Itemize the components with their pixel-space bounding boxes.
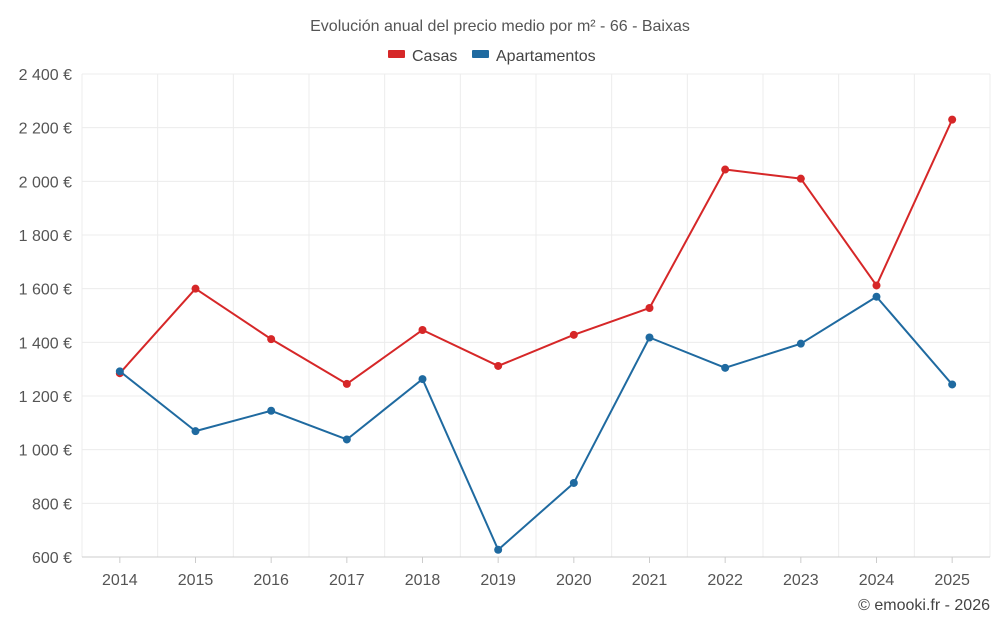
x-tick-label: 2025 bbox=[934, 572, 970, 589]
y-tick-label: 1 600 € bbox=[19, 282, 72, 299]
series-line-casas bbox=[119, 119, 954, 385]
data-point-apartamentos[interactable] bbox=[494, 545, 503, 554]
legend-label-apartamentos[interactable]: Apartamentos bbox=[496, 48, 596, 65]
legend-swatch-casas bbox=[388, 50, 405, 58]
data-point-casas[interactable] bbox=[569, 330, 578, 339]
x-tick-label: 2021 bbox=[632, 572, 668, 589]
data-point-apartamentos[interactable] bbox=[721, 363, 730, 372]
x-tick-label: 2024 bbox=[859, 572, 895, 589]
y-axis-ticks: 600 € 800 € 1 000 € 1 200 € 1 400 € 1 600 € 1 … bbox=[19, 67, 72, 567]
x-tick-label: 2023 bbox=[783, 572, 819, 589]
x-tick-label: 2014 bbox=[102, 572, 138, 589]
data-point-casas[interactable] bbox=[645, 303, 654, 312]
y-tick-label: 600 € bbox=[32, 550, 72, 567]
series-line-apartamentos bbox=[119, 295, 953, 551]
y-tick-label: 1 000 € bbox=[19, 443, 72, 460]
y-tick-label: 1 400 € bbox=[19, 335, 72, 352]
data-point-casas[interactable] bbox=[948, 115, 957, 124]
data-point-apartamentos[interactable] bbox=[796, 339, 805, 348]
data-point-apartamentos[interactable] bbox=[342, 435, 351, 444]
series-lines bbox=[115, 115, 957, 554]
legend-label-casas[interactable]: Casas bbox=[412, 48, 457, 65]
chart-title: Evolución anual del precio medio por m² … bbox=[310, 18, 690, 35]
data-point-apartamentos[interactable] bbox=[948, 380, 957, 389]
y-tick-label: 2 400 € bbox=[19, 67, 72, 84]
y-tick-label: 1 800 € bbox=[19, 228, 72, 245]
y-tick-label: 2 000 € bbox=[19, 174, 72, 191]
x-tick-label: 2022 bbox=[707, 572, 743, 589]
data-point-apartamentos[interactable] bbox=[115, 367, 124, 376]
data-point-apartamentos[interactable] bbox=[267, 406, 276, 415]
data-point-casas[interactable] bbox=[796, 174, 805, 183]
data-point-casas[interactable] bbox=[721, 165, 730, 174]
x-tick-label: 2019 bbox=[480, 572, 516, 589]
x-tick-label: 2018 bbox=[405, 572, 441, 589]
x-tick-label: 2020 bbox=[556, 572, 592, 589]
data-point-casas[interactable] bbox=[872, 281, 881, 290]
x-axis-ticks: 2014 2015 2016 2017 2018 2019 2020 2021 2022 2023… bbox=[102, 557, 970, 589]
x-tick-label: 2015 bbox=[178, 572, 214, 589]
data-point-casas[interactable] bbox=[342, 379, 351, 388]
y-tick-label: 2 200 € bbox=[19, 121, 72, 138]
gridlines bbox=[81, 73, 991, 557]
y-tick-label: 1 200 € bbox=[19, 389, 72, 406]
data-point-casas[interactable] bbox=[494, 361, 503, 370]
credit-text: © emooki.fr - 2026 bbox=[858, 597, 990, 614]
data-point-casas[interactable] bbox=[418, 325, 427, 334]
data-point-casas[interactable] bbox=[267, 335, 276, 344]
x-tick-label: 2016 bbox=[253, 572, 289, 589]
data-point-apartamentos[interactable] bbox=[569, 478, 578, 487]
x-tick-label: 2017 bbox=[329, 572, 365, 589]
data-point-apartamentos[interactable] bbox=[645, 333, 654, 342]
chart-legend: Casas Apartamentos bbox=[388, 48, 596, 65]
legend-swatch-apartamentos bbox=[472, 50, 489, 58]
data-point-apartamentos[interactable] bbox=[191, 427, 200, 436]
data-point-casas[interactable] bbox=[191, 284, 200, 293]
data-point-apartamentos[interactable] bbox=[872, 292, 881, 301]
y-tick-label: 800 € bbox=[32, 496, 72, 513]
data-point-apartamentos[interactable] bbox=[418, 375, 427, 384]
